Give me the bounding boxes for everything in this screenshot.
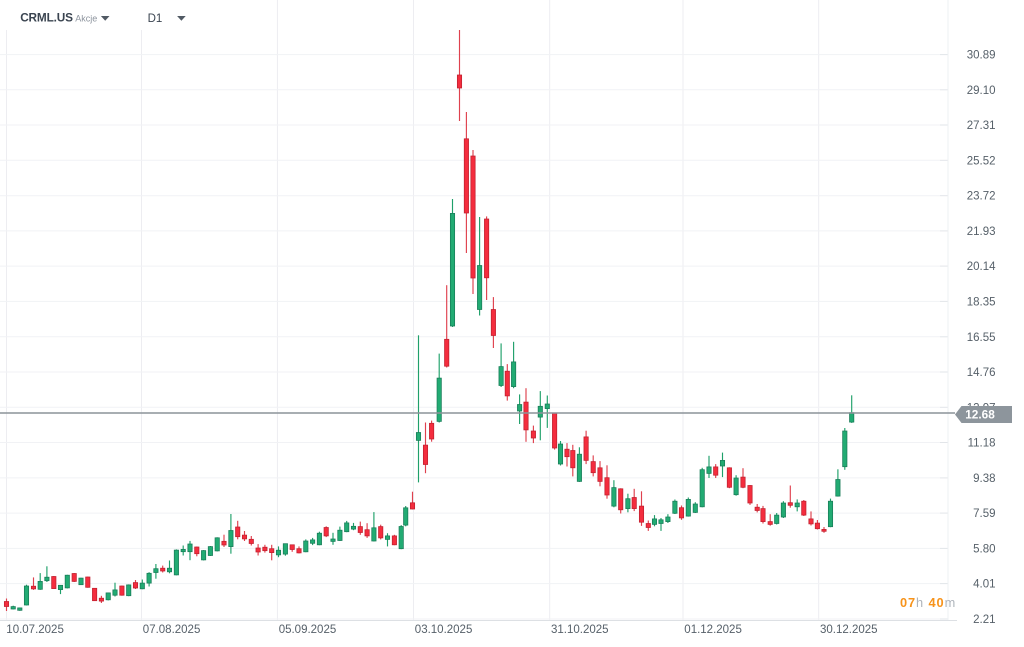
svg-text:07h 40m: 07h 40m bbox=[900, 595, 956, 610]
svg-text:31.10.2025: 31.10.2025 bbox=[551, 624, 609, 636]
svg-text:05.09.2025: 05.09.2025 bbox=[279, 624, 337, 636]
svg-text:30.89: 30.89 bbox=[967, 50, 996, 62]
svg-text:11.18: 11.18 bbox=[968, 438, 996, 450]
svg-text:25.52: 25.52 bbox=[967, 155, 996, 167]
svg-text:29.10: 29.10 bbox=[967, 85, 996, 97]
svg-text:27.31: 27.31 bbox=[967, 120, 996, 132]
svg-text:4.01: 4.01 bbox=[973, 579, 995, 591]
svg-text:10.07.2025: 10.07.2025 bbox=[6, 624, 64, 636]
svg-text:D1: D1 bbox=[148, 13, 163, 25]
svg-text:7.59: 7.59 bbox=[973, 508, 995, 520]
svg-text:2.21: 2.21 bbox=[973, 614, 995, 626]
svg-text:CRML.US: CRML.US bbox=[20, 11, 73, 25]
svg-text:9.38: 9.38 bbox=[973, 473, 995, 485]
svg-text:12.68: 12.68 bbox=[965, 408, 995, 422]
svg-text:18.35: 18.35 bbox=[967, 296, 996, 308]
svg-text:21.93: 21.93 bbox=[967, 226, 996, 238]
svg-text:Akcje: Akcje bbox=[75, 14, 97, 24]
svg-text:20.14: 20.14 bbox=[967, 261, 996, 273]
svg-text:30.12.2025: 30.12.2025 bbox=[820, 624, 878, 636]
svg-text:16.55: 16.55 bbox=[967, 332, 996, 344]
svg-text:03.10.2025: 03.10.2025 bbox=[415, 624, 473, 636]
svg-text:23.72: 23.72 bbox=[967, 191, 996, 203]
svg-text:5.80: 5.80 bbox=[973, 543, 995, 555]
svg-text:01.12.2025: 01.12.2025 bbox=[684, 624, 742, 636]
svg-text:07.08.2025: 07.08.2025 bbox=[143, 624, 201, 636]
svg-text:14.76: 14.76 bbox=[967, 367, 996, 379]
